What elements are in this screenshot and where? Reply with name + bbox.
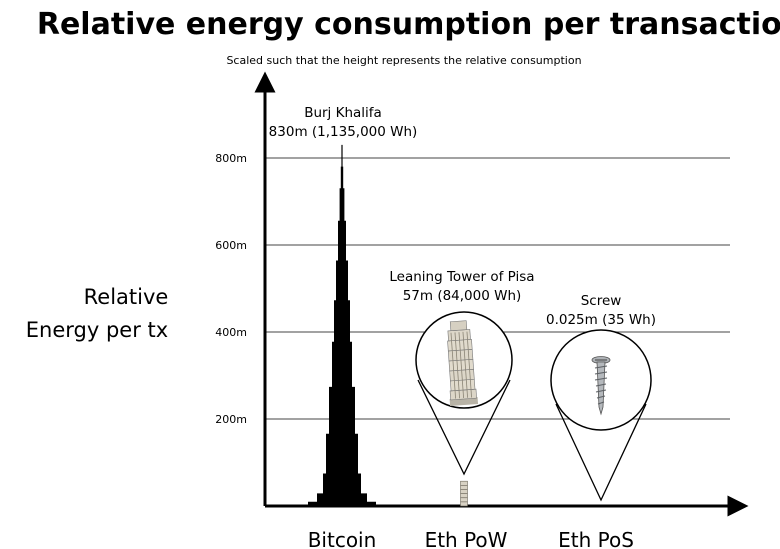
chart-subtitle: Scaled such that the height represents t…: [226, 54, 581, 67]
magnifier-cone: [417, 379, 511, 476]
x-category-label: Bitcoin: [308, 528, 377, 549]
annotation-label: Burj Khalifa: [304, 105, 382, 121]
annotation-label: 57m (84,000 Wh): [403, 288, 522, 304]
bar-eth-pow: [460, 480, 468, 507]
x-category-labels: Bitcoin Eth PoW Eth PoS: [308, 528, 634, 549]
burj-khalifa-icon: [308, 144, 376, 506]
y-tick-labels: 200m 400m 600m 800m: [215, 152, 247, 426]
leaning-tower-of-pisa-small-icon: [460, 480, 468, 507]
y-tick-label: 200m: [215, 413, 247, 426]
y-axis-label-line-2: Energy per tx: [26, 318, 168, 342]
screw-icon: [591, 356, 611, 416]
annotation-label: 0.025m (35 Wh): [546, 312, 656, 328]
bar-eth-pos: [600, 505, 602, 506]
magnifier-cone: [555, 403, 647, 502]
screw-bar: [600, 505, 602, 506]
chart-title: Relative energy consumption per transact…: [37, 7, 780, 42]
y-tick-label: 800m: [215, 152, 247, 165]
screw-magnifier: [550, 329, 652, 502]
annotation-label: Screw: [581, 293, 622, 309]
annotation-label: 830m (1,135,000 Wh): [269, 124, 418, 140]
x-category-label: Eth PoS: [558, 528, 634, 549]
bar-bitcoin: [308, 144, 376, 506]
annotation-label: Leaning Tower of Pisa: [389, 269, 534, 285]
leaning-tower-of-pisa-icon: [447, 320, 479, 406]
annotations: Burj Khalifa 830m (1,135,000 Wh) Leaning T…: [269, 105, 656, 328]
y-tick-label: 600m: [215, 239, 247, 252]
x-category-label: Eth PoW: [425, 528, 508, 549]
pisa-magnifier: [415, 311, 513, 476]
y-axis-label-line-1: Relative: [84, 285, 169, 309]
y-tick-label: 400m: [215, 326, 247, 339]
